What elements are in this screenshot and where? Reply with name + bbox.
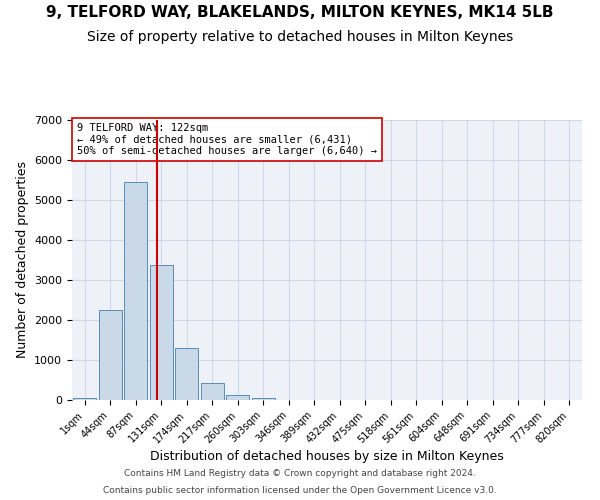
Bar [99,310,122,400]
X-axis label: Distribution of detached houses by size in Milton Keynes: Distribution of detached houses by size … [150,450,504,464]
Text: Size of property relative to detached houses in Milton Keynes: Size of property relative to detached ho… [87,30,513,44]
Bar [252,398,275,400]
Bar [150,265,173,400]
Text: Contains public sector information licensed under the Open Government Licence v3: Contains public sector information licen… [103,486,497,495]
Bar [226,395,249,400]
Bar [124,182,147,400]
Y-axis label: Number of detached properties: Number of detached properties [16,162,29,358]
Bar [73,398,96,400]
Bar [201,383,224,400]
Bar [175,348,198,400]
Text: Contains HM Land Registry data © Crown copyright and database right 2024.: Contains HM Land Registry data © Crown c… [124,468,476,477]
Text: 9, TELFORD WAY, BLAKELANDS, MILTON KEYNES, MK14 5LB: 9, TELFORD WAY, BLAKELANDS, MILTON KEYNE… [46,5,554,20]
Text: 9 TELFORD WAY: 122sqm
← 49% of detached houses are smaller (6,431)
50% of semi-d: 9 TELFORD WAY: 122sqm ← 49% of detached … [77,123,377,156]
